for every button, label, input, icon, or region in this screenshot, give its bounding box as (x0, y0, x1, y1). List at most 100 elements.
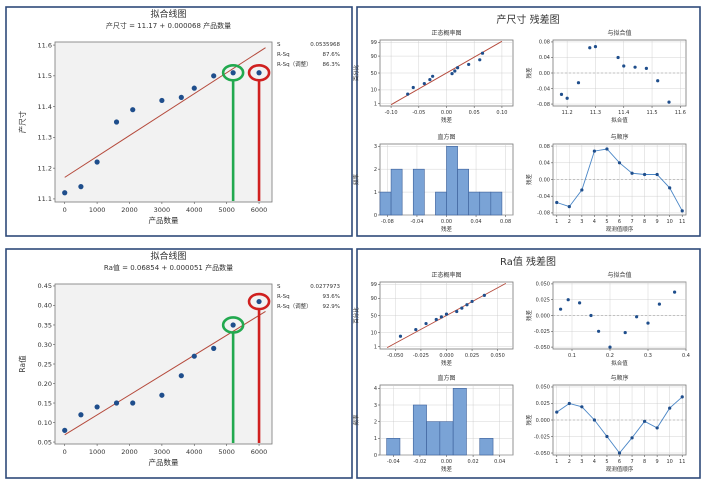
histogram-bar (479, 191, 492, 216)
y-tick-label: 0.050 (536, 282, 550, 288)
y-tick-label: -0.08 (537, 211, 550, 217)
plot-area (54, 41, 273, 203)
x-tick-label: 5000 (218, 206, 235, 214)
data-point (655, 426, 659, 430)
y-tick-label: 4 (374, 386, 377, 392)
y-axis-label: 产尺寸 (17, 110, 27, 133)
x-tick-label: 3000 (154, 448, 171, 456)
x-tick-label: -0.04 (387, 459, 400, 465)
x-tick-label: 0.00 (441, 110, 452, 116)
x-tick-label: 9 (656, 459, 659, 465)
data-point (656, 79, 660, 83)
x-tick-label: 6 (618, 459, 621, 465)
data-point (623, 330, 627, 335)
chart-subtitle: Ra值 = 0.06854 + 0.000051 产品数量 (104, 263, 233, 272)
x-tick-label: 1 (555, 219, 558, 225)
y-tick-label: -0.025 (534, 434, 550, 440)
y-tick-label: 0.04 (539, 55, 550, 61)
histogram-bar (452, 388, 467, 456)
data-point (130, 107, 136, 113)
x-tick-label: 3000 (154, 206, 171, 214)
data-point (455, 309, 459, 314)
stat-label: R-Sq（调整） (277, 302, 312, 310)
x-tick-label: 10 (667, 459, 673, 465)
y-tick-label: 90 (371, 296, 377, 302)
x-tick-label: 0.04 (470, 219, 481, 225)
data-point (617, 161, 622, 165)
stat-value: 0.0277973 (310, 284, 340, 290)
plot-area (54, 283, 273, 445)
x-tick-label: 11.3 (590, 110, 601, 116)
y-tick-label: 99 (371, 282, 377, 288)
y-axis-label: 频率 (352, 414, 360, 426)
y-tick-label: 3 (374, 403, 377, 409)
y-axis-label: 残差 (525, 67, 533, 79)
x-tick-label: 0.000 (439, 353, 453, 359)
data-point (465, 303, 469, 307)
histogram-bar (390, 168, 403, 216)
y-tick-label: 11.5 (38, 72, 52, 80)
y-tick-label: 3 (374, 144, 377, 150)
y-axis-label: 残差 (525, 310, 533, 322)
data-point (178, 373, 184, 379)
chart-title: 拟合线图 (150, 250, 186, 262)
y-tick-label: 0.025 (536, 297, 550, 303)
y-tick-label: 0.25 (38, 360, 52, 368)
data-point (605, 434, 609, 439)
chart-subtitle: 产尺寸 = 11.17 + 0.000068 产品数量 (106, 21, 231, 30)
x-tick-label: -0.050 (387, 353, 403, 359)
y-tick-label: 11.3 (38, 134, 52, 142)
histogram-bar (426, 421, 441, 456)
histogram-bar (468, 191, 481, 216)
x-tick-label: 9 (656, 219, 659, 225)
data-point (592, 149, 597, 153)
data-point (680, 395, 684, 399)
data-point (406, 92, 410, 96)
x-tick-label: 11 (679, 459, 685, 465)
data-point (94, 159, 100, 165)
x-tick-label: 0.00 (441, 459, 452, 465)
data-point (635, 315, 639, 319)
histogram-bar (446, 145, 458, 216)
data-point (680, 209, 684, 213)
x-tick-label: 0.02 (468, 459, 479, 465)
data-point (398, 334, 403, 338)
x-tick-label: 11.5 (646, 110, 657, 116)
chart-title: 与拟合值 (607, 29, 631, 37)
data-point (113, 400, 120, 406)
x-axis-label: 产品数量 (149, 215, 179, 225)
y-tick-label: 10 (371, 88, 377, 94)
x-axis-label: 观测值顺序 (606, 225, 634, 233)
data-point (467, 62, 471, 67)
x-tick-label: 1000 (89, 206, 106, 214)
data-point (668, 186, 672, 190)
data-point (616, 55, 620, 60)
data-point (78, 412, 84, 418)
data-point (450, 72, 454, 76)
x-tick-label: -0.025 (413, 353, 429, 359)
data-point (230, 322, 236, 328)
data-point (482, 293, 486, 297)
data-point (630, 171, 634, 175)
y-tick-label: -0.04 (537, 194, 550, 200)
data-point (655, 172, 659, 177)
y-tick-label: 0 (374, 213, 377, 219)
data-point (580, 188, 584, 192)
x-tick-label: 0 (63, 206, 67, 214)
residual-panel-title-bottom: Ra值 残差图 (500, 255, 556, 268)
x-tick-label: 0.025 (465, 353, 479, 359)
stat-label: R-Sq (277, 294, 290, 300)
x-tick-label: 4 (593, 459, 596, 465)
data-point (605, 147, 609, 151)
data-point (580, 405, 584, 409)
y-tick-label: 0.025 (536, 401, 550, 407)
x-tick-label: 0.00 (441, 219, 452, 225)
x-tick-label: 1000 (89, 448, 106, 456)
chart-title: 与拟合值 (607, 271, 631, 279)
stat-value: 93.6% (323, 294, 340, 300)
data-point (94, 404, 100, 410)
data-point (617, 451, 622, 455)
data-point (62, 190, 68, 196)
